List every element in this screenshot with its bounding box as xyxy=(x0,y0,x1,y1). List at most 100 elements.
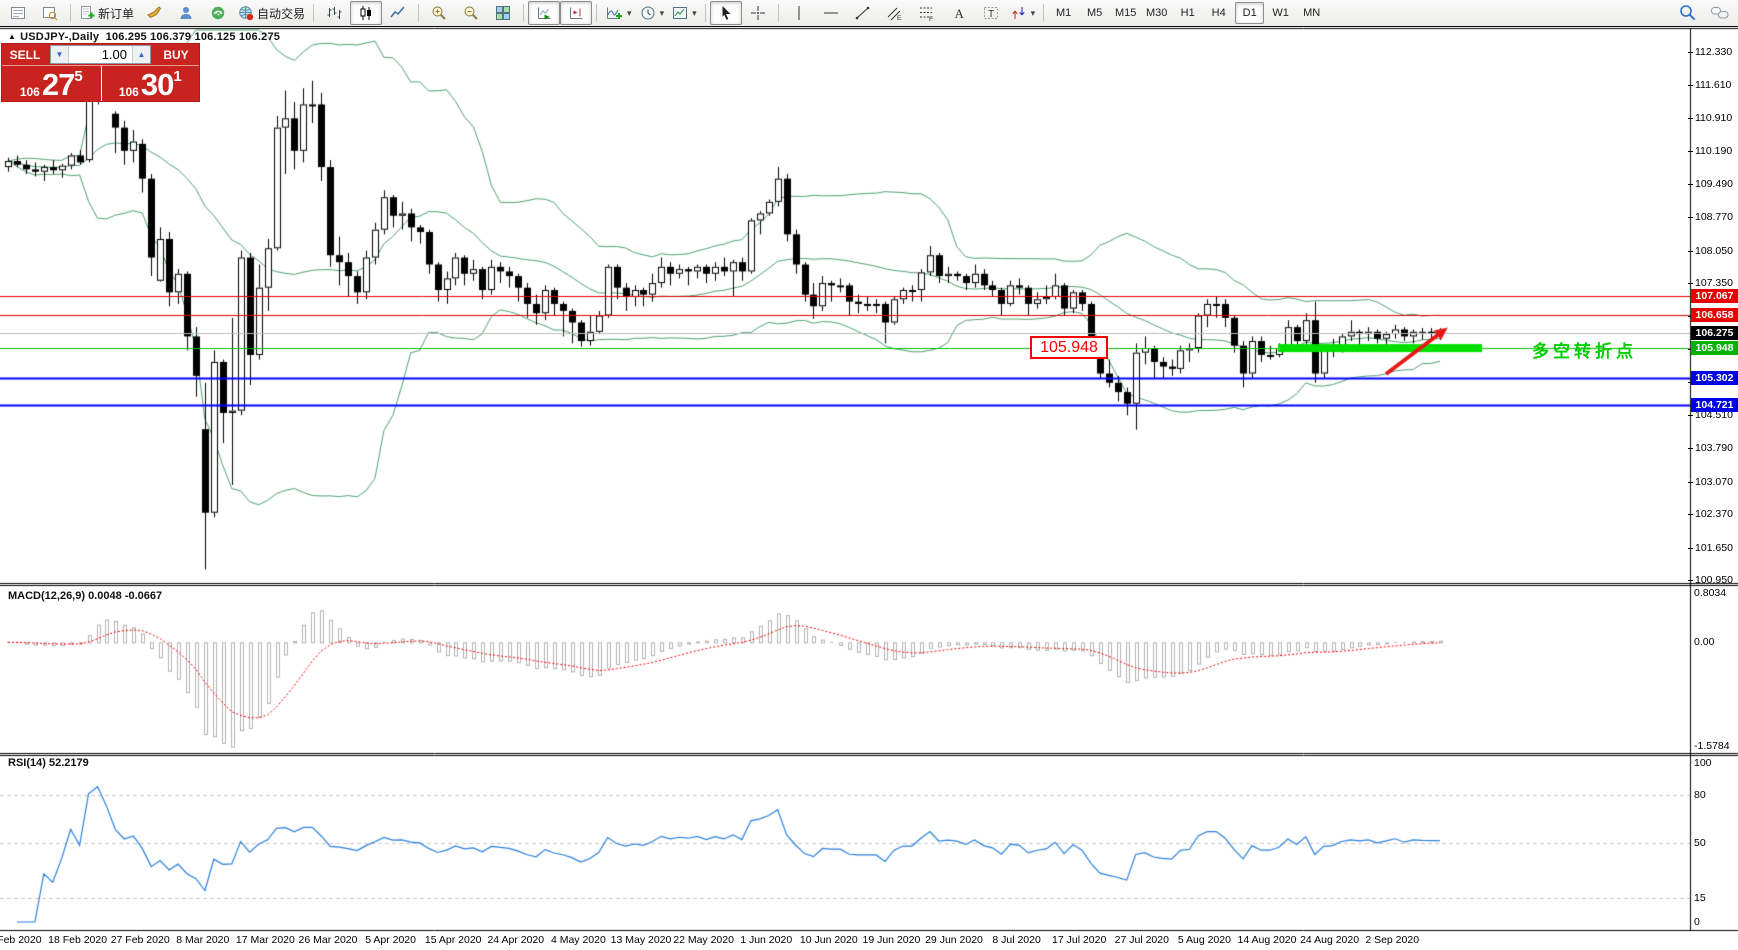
volume-up-button[interactable]: ▲ xyxy=(132,46,150,63)
price-tick: 102.370 xyxy=(1688,508,1737,520)
timeframe-W1[interactable]: W1 xyxy=(1272,7,1289,19)
date-tick: 1 Jun 2020 xyxy=(740,934,793,946)
svg-text:F: F xyxy=(929,16,933,21)
sell-button[interactable]: SELL xyxy=(2,44,48,65)
collapse-arrow-icon[interactable]: ▲ xyxy=(8,32,17,41)
tile-windows-icon[interactable] xyxy=(487,1,519,25)
arrows-icon[interactable]: ▾ xyxy=(1007,1,1040,25)
chart-title: ▲ USDJPY-,Daily 106.295 106.379 106.125 1… xyxy=(8,31,280,43)
timeframe-M15[interactable]: M15 xyxy=(1114,7,1137,19)
timeframe-D1[interactable]: D1 xyxy=(1235,2,1265,24)
timeframe-M30[interactable]: M30 xyxy=(1145,7,1168,19)
price-badge: 105.948 xyxy=(1691,341,1738,356)
price-tick: 108.050 xyxy=(1688,245,1737,257)
timeframe-M5[interactable]: M5 xyxy=(1087,7,1103,19)
trendline-icon[interactable] xyxy=(847,1,879,25)
zoom-out-icon[interactable] xyxy=(455,1,487,25)
editor-icon[interactable] xyxy=(170,1,202,25)
date-tick: 14 Aug 2020 xyxy=(1237,934,1297,946)
vline-icon[interactable] xyxy=(783,1,815,25)
toolbar-separator xyxy=(70,4,71,22)
timeframe-M1[interactable]: M1 xyxy=(1056,7,1072,19)
new-order-button[interactable]: 新订单 xyxy=(75,1,138,25)
price-tick: 103.790 xyxy=(1688,442,1737,454)
macd-scale-tick: -1.5784 xyxy=(1694,740,1730,752)
new-order-label: 新订单 xyxy=(98,6,135,21)
autotrade-button[interactable]: 自动交易 xyxy=(234,1,309,25)
price-level-label[interactable]: 105.948 xyxy=(1030,336,1108,359)
volume-down-button[interactable]: ▼ xyxy=(51,46,69,63)
date-tick: 17 Mar 2020 xyxy=(235,934,295,946)
date-tick: 19 Jun 2020 xyxy=(862,934,921,946)
data-window-icon[interactable] xyxy=(34,1,66,25)
channel-icon[interactable]: E xyxy=(879,1,911,25)
svg-text:A: A xyxy=(954,6,964,21)
templates-icon[interactable]: ▾ xyxy=(668,1,701,25)
chat-icon[interactable] xyxy=(1704,1,1736,25)
price-badge: 105.302 xyxy=(1691,371,1738,386)
crosshair-icon[interactable] xyxy=(742,1,774,25)
svg-text:T: T xyxy=(988,9,994,20)
text-icon[interactable]: A xyxy=(943,1,975,25)
bars-chart-icon[interactable] xyxy=(318,1,350,25)
date-tick: 26 Mar 2020 xyxy=(298,934,358,946)
text-label-icon[interactable]: T xyxy=(975,1,1007,25)
date-tick: 27 Jul 2020 xyxy=(1114,934,1169,946)
search-icon[interactable] xyxy=(1672,1,1704,25)
buy-button[interactable]: BUY xyxy=(153,44,199,65)
autoscroll-icon[interactable] xyxy=(528,1,561,25)
cursor-icon[interactable] xyxy=(709,1,742,25)
price-tick: 101.650 xyxy=(1688,542,1737,554)
toolbar: 新订单 自动交易 ▾ ▾ ▾ E F A T ▾ M1 M5 M15 M30 H1 H4 D… xyxy=(0,0,1738,27)
toolbar-separator xyxy=(418,4,420,22)
date-tick: 17 Jul 2020 xyxy=(1052,934,1107,946)
fibonacci-icon[interactable]: F xyxy=(911,1,943,25)
signals-icon[interactable] xyxy=(202,1,234,25)
autotrade-label: 自动交易 xyxy=(257,6,306,21)
chart-shift-icon[interactable] xyxy=(560,1,593,25)
title-ohlc: 106.295 106.379 106.125 106.275 xyxy=(105,31,281,43)
macd-scale-tick: 0.8034 xyxy=(1694,587,1727,599)
timeframe-H4[interactable]: H4 xyxy=(1211,7,1226,19)
date-tick: 24 Apr 2020 xyxy=(487,934,545,946)
alerts-icon[interactable] xyxy=(138,1,170,25)
symbol-name: USDJPY-,Daily xyxy=(20,31,100,43)
toolbar-separator xyxy=(1043,4,1045,22)
candlestick-chart-icon[interactable] xyxy=(350,1,383,25)
price-tick: 111.610 xyxy=(1688,79,1737,91)
hline-icon[interactable] xyxy=(815,1,847,25)
date-tick: 22 May 2020 xyxy=(673,934,734,946)
rsi-scale-tick: 15 xyxy=(1694,892,1706,905)
one-click-trade-panel: SELL ▼ 1.00 ▲ BUY 106 27 5 106 30 1 xyxy=(2,44,199,101)
zoom-in-icon[interactable] xyxy=(423,1,455,25)
sell-price[interactable]: 106 27 5 xyxy=(2,66,101,101)
periods-icon[interactable]: ▾ xyxy=(636,1,669,25)
buy-price[interactable]: 106 30 1 xyxy=(100,66,200,102)
date-tick: 27 Feb 2020 xyxy=(110,934,170,946)
rsi-scale-tick: 80 xyxy=(1694,788,1706,801)
timeframe-MN[interactable]: MN xyxy=(1303,7,1321,19)
date-tick: 13 May 2020 xyxy=(610,934,672,946)
autotrade-icon xyxy=(238,5,254,21)
volume-input[interactable]: 1.00 xyxy=(101,47,127,62)
timeframe-H1[interactable]: H1 xyxy=(1180,7,1195,19)
date-tick: 8 Jul 2020 xyxy=(992,934,1041,946)
rsi-label: RSI(14) 52.2179 xyxy=(8,757,89,769)
toolbar-separator xyxy=(313,4,315,22)
indicators-icon[interactable]: ▾ xyxy=(601,1,636,25)
charts-tile-icon[interactable] xyxy=(2,1,34,25)
line-chart-icon[interactable] xyxy=(382,1,414,25)
date-tick: 10 Jun 2020 xyxy=(799,934,858,946)
new-order-icon xyxy=(79,5,95,21)
annotation-note[interactable]: 多空转折点 xyxy=(1532,342,1637,361)
buy-price-big: 30 xyxy=(140,67,174,102)
volume-box: ▼ 1.00 ▲ xyxy=(50,45,151,64)
date-tick: 5 Apr 2020 xyxy=(365,934,416,946)
price-tick: 109.490 xyxy=(1688,178,1737,190)
svg-text:E: E xyxy=(897,15,902,21)
price-tick: 103.070 xyxy=(1688,476,1737,488)
date-tick: 5 Aug 2020 xyxy=(1177,934,1231,946)
dropdown-caret: ▾ xyxy=(659,7,665,18)
date-tick: 8 Mar 2020 xyxy=(176,934,230,946)
